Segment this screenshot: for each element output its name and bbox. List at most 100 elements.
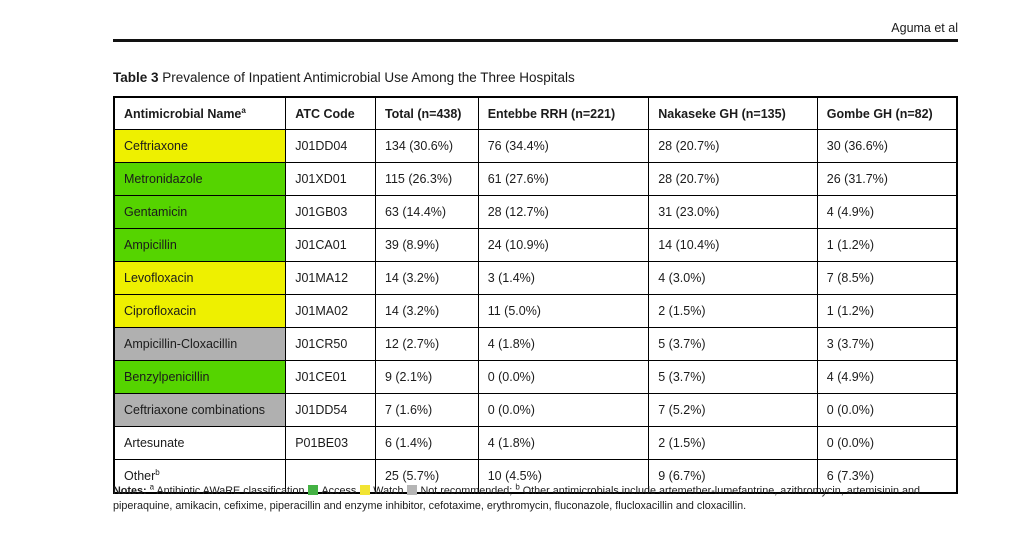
other-antimicrobials-text: Other antimicrobials include artemether-… <box>113 485 921 512</box>
atc-code-cell: P01BE03 <box>285 426 376 460</box>
entebbe-cell: 24 (10.9%) <box>477 228 650 262</box>
column-header-nakaseke: Nakaseke GH (n=135) <box>648 96 818 130</box>
antimicrobial-name-cell: Ampicillin <box>113 228 287 262</box>
entebbe-cell: 28 (12.7%) <box>477 195 650 229</box>
footnote-marker-a: a <box>241 105 246 115</box>
footnote-marker-a: a <box>149 482 155 492</box>
atc-code-cell: J01CE01 <box>285 360 376 394</box>
gombe-cell: 1 (1.2%) <box>816 294 958 328</box>
header-rule <box>113 39 958 42</box>
table-row: Ciprofloxacin J01MA02 14 (3.2%) 11 (5.0%… <box>113 294 958 328</box>
table-row: Ceftriaxone combinations J01DD54 7 (1.6%… <box>113 393 958 427</box>
antimicrobial-name-cell: Benzylpenicillin <box>113 360 287 394</box>
nakaseke-cell: 5 (3.7%) <box>648 360 818 394</box>
atc-code-cell: J01MA02 <box>285 294 376 328</box>
atc-code-cell: J01CR50 <box>285 327 376 361</box>
entebbe-cell: 0 (0.0%) <box>477 393 650 427</box>
column-header-antimicrobial-name: Antimicrobial Namea <box>113 96 287 130</box>
gombe-cell: 0 (0.0%) <box>816 393 958 427</box>
nakaseke-cell: 28 (20.7%) <box>648 129 818 163</box>
table-caption-label: Table 3 <box>113 70 159 85</box>
watch-legend-label: Watch <box>373 485 404 497</box>
column-header-total: Total (n=438) <box>374 96 479 130</box>
access-legend-swatch <box>308 485 319 495</box>
table-row: Ampicillin J01CA01 39 (8.9%) 24 (10.9%) … <box>113 228 958 262</box>
table-caption-text: Prevalence of Inpatient Antimicrobial Us… <box>158 70 575 85</box>
antimicrobial-name-cell: Artesunate <box>113 426 287 460</box>
nakaseke-cell: 4 (3.0%) <box>648 261 818 295</box>
table-row: Metronidazole J01XD01 115 (26.3%) 61 (27… <box>113 162 958 196</box>
antimicrobial-name-cell: Ceftriaxone combinations <box>113 393 287 427</box>
antimicrobial-name-cell: Levofloxacin <box>113 261 287 295</box>
notes-label: Notes: <box>113 485 147 497</box>
total-cell: 63 (14.4%) <box>374 195 479 229</box>
not-recommended-legend-label: Not recommended; <box>420 485 513 497</box>
total-cell: 115 (26.3%) <box>374 162 479 196</box>
column-header-gombe: Gombe GH (n=82) <box>816 96 958 130</box>
atc-code-cell: J01CA01 <box>285 228 376 262</box>
table-row: Artesunate P01BE03 6 (1.4%) 4 (1.8%) 2 (… <box>113 426 958 460</box>
gombe-cell: 4 (4.9%) <box>816 360 958 394</box>
atc-code-cell: J01DD04 <box>285 129 376 163</box>
entebbe-cell: 3 (1.4%) <box>477 261 650 295</box>
gombe-cell: 1 (1.2%) <box>816 228 958 262</box>
antimicrobial-name-cell: Gentamicin <box>113 195 287 229</box>
antimicrobial-name-cell: Ceftriaxone <box>113 129 287 163</box>
table-row: Ampicillin-Cloxacillin J01CR50 12 (2.7%)… <box>113 327 958 361</box>
atc-code-cell: J01MA12 <box>285 261 376 295</box>
total-cell: 25 (5.7%) <box>374 459 479 494</box>
antimicrobial-use-table: Antimicrobial Namea ATC Code Total (n=43… <box>113 96 958 494</box>
nakaseke-cell: 2 (1.5%) <box>648 294 818 328</box>
antimicrobial-name-cell: Ciprofloxacin <box>113 294 287 328</box>
table-row: Gentamicin J01GB03 63 (14.4%) 28 (12.7%)… <box>113 195 958 229</box>
aware-classification-text: Antibiotic AWaRE classification <box>156 485 305 497</box>
footnote-marker-b: b <box>515 482 520 492</box>
gombe-cell: 30 (36.6%) <box>816 129 958 163</box>
gombe-cell: 3 (3.7%) <box>816 327 958 361</box>
nakaseke-cell: 2 (1.5%) <box>648 426 818 460</box>
table-header-row: Antimicrobial Namea ATC Code Total (n=43… <box>113 96 958 130</box>
total-cell: 39 (8.9%) <box>374 228 479 262</box>
running-head: Aguma et al <box>891 21 958 35</box>
total-cell: 6 (1.4%) <box>374 426 479 460</box>
entebbe-cell: 10 (4.5%) <box>477 459 650 494</box>
antimicrobial-name-label: Other <box>124 469 156 483</box>
table-row: Ceftriaxone J01DD04 134 (30.6%) 76 (34.4… <box>113 129 958 163</box>
antimicrobial-name-cell: Metronidazole <box>113 162 287 196</box>
antimicrobial-name-cell: Otherb <box>113 459 287 494</box>
table-caption: Table 3 Prevalence of Inpatient Antimicr… <box>113 70 575 85</box>
total-cell: 9 (2.1%) <box>374 360 479 394</box>
gombe-cell: 4 (4.9%) <box>816 195 958 229</box>
nakaseke-cell: 9 (6.7%) <box>648 459 818 494</box>
atc-code-cell: J01XD01 <box>285 162 376 196</box>
nakaseke-cell: 5 (3.7%) <box>648 327 818 361</box>
total-cell: 14 (3.2%) <box>374 294 479 328</box>
entebbe-cell: 61 (27.6%) <box>477 162 650 196</box>
table-notes: Notes: a Antibiotic AWaRE classification A… <box>113 482 958 514</box>
watch-legend-swatch <box>360 485 371 495</box>
antimicrobial-name-cell: Ampicillin-Cloxacillin <box>113 327 287 361</box>
entebbe-cell: 4 (1.8%) <box>477 327 650 361</box>
table-row: Benzylpenicillin J01CE01 9 (2.1%) 0 (0.0… <box>113 360 958 394</box>
not-recommended-legend-swatch <box>407 485 418 495</box>
gombe-cell: 7 (8.5%) <box>816 261 958 295</box>
column-header-atc-code: ATC Code <box>285 96 376 130</box>
total-cell: 7 (1.6%) <box>374 393 479 427</box>
total-cell: 12 (2.7%) <box>374 327 479 361</box>
gombe-cell: 6 (7.3%) <box>816 459 958 494</box>
total-cell: 14 (3.2%) <box>374 261 479 295</box>
entebbe-cell: 76 (34.4%) <box>477 129 650 163</box>
table-row: Otherb 25 (5.7%) 10 (4.5%) 9 (6.7%) 6 (7… <box>113 459 958 494</box>
column-header-entebbe: Entebbe RRH (n=221) <box>477 96 650 130</box>
nakaseke-cell: 7 (5.2%) <box>648 393 818 427</box>
gombe-cell: 0 (0.0%) <box>816 426 958 460</box>
footnote-marker-b: b <box>155 467 160 477</box>
nakaseke-cell: 28 (20.7%) <box>648 162 818 196</box>
nakaseke-cell: 31 (23.0%) <box>648 195 818 229</box>
entebbe-cell: 0 (0.0%) <box>477 360 650 394</box>
nakaseke-cell: 14 (10.4%) <box>648 228 818 262</box>
table-row: Levofloxacin J01MA12 14 (3.2%) 3 (1.4%) … <box>113 261 958 295</box>
entebbe-cell: 11 (5.0%) <box>477 294 650 328</box>
entebbe-cell: 4 (1.8%) <box>477 426 650 460</box>
